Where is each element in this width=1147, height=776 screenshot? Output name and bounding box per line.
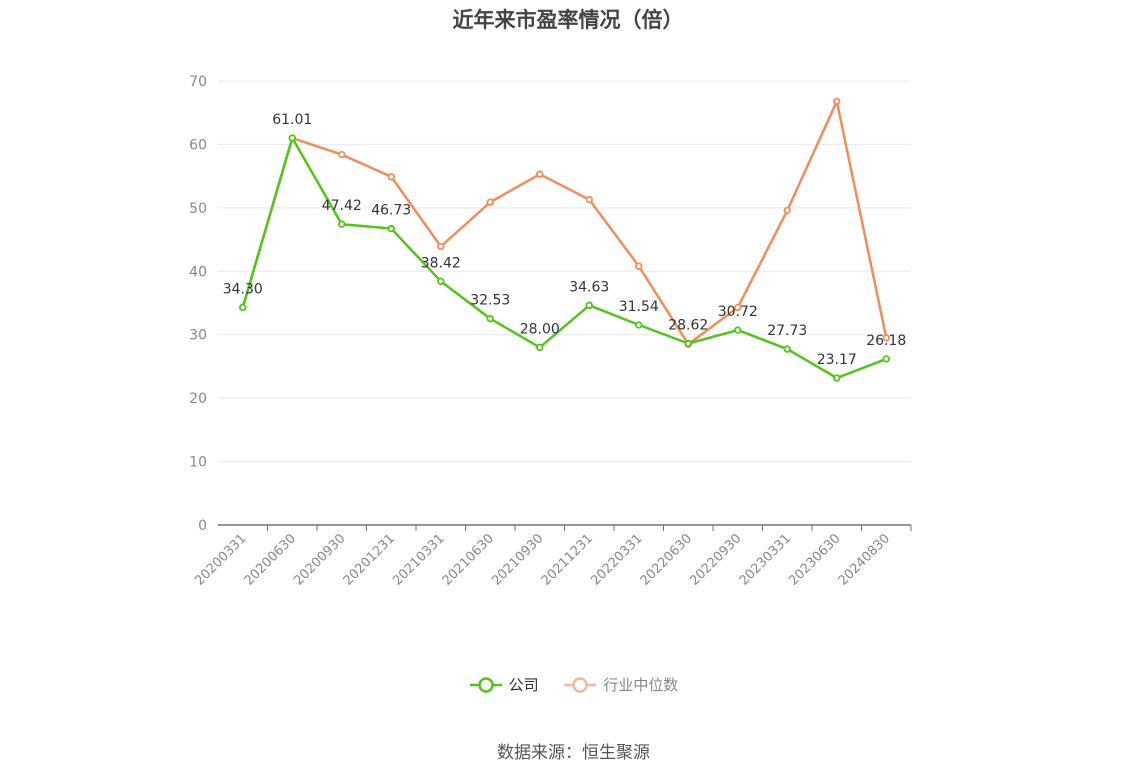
data-label: 23.17	[817, 352, 857, 368]
legend: 公司 行业中位数	[0, 674, 1147, 698]
y-tick-label: 20	[189, 391, 207, 407]
company-point	[635, 321, 643, 329]
x-tick-label: 20210331	[390, 531, 447, 588]
company-point	[437, 277, 445, 286]
y-tick-label: 50	[189, 201, 207, 217]
y-tick-label: 10	[189, 455, 207, 471]
company-point	[833, 374, 841, 382]
legend-industry-marker-icon	[564, 676, 597, 693]
data-label: 34.30	[223, 281, 263, 297]
industry-point	[338, 150, 346, 159]
y-tick-label: 60	[189, 137, 207, 153]
industry-point	[882, 334, 890, 342]
industry-point	[387, 173, 395, 181]
industry-point	[486, 198, 494, 206]
company-point	[288, 134, 296, 142]
data-label: 26.18	[866, 333, 906, 349]
y-tick-label: 40	[189, 264, 207, 280]
line-chart: 0102030405060702020033120200630202009302…	[189, 74, 912, 589]
data-label: 27.73	[767, 323, 807, 339]
company-point	[338, 220, 346, 228]
chart-title: 近年来市盈率情况（倍）	[452, 8, 684, 32]
x-tick-label: 20220930	[687, 531, 744, 588]
y-tick-label: 0	[198, 518, 207, 534]
x-tick-label: 20220630	[638, 531, 695, 588]
legend-item-company[interactable]: 公司	[469, 674, 539, 695]
data-label: 61.01	[272, 112, 312, 128]
x-tick-label: 20230331	[737, 531, 794, 588]
x-tick-label: 20240830	[836, 531, 893, 588]
x-tick-label: 20210630	[440, 531, 497, 588]
industry-point	[585, 195, 593, 204]
industry-point	[734, 303, 742, 312]
industry-point	[783, 206, 791, 215]
data-label: 28.62	[668, 317, 708, 333]
data-label: 31.54	[619, 299, 659, 315]
y-tick-label: 70	[189, 74, 207, 90]
industry-point	[833, 97, 841, 105]
data-label: 34.63	[569, 279, 609, 295]
y-tick-label: 30	[189, 328, 207, 344]
industry-line	[241, 100, 888, 346]
company-point	[239, 303, 247, 312]
data-label: 28.00	[520, 321, 560, 337]
x-tick-label: 20210930	[489, 531, 546, 588]
company-point	[585, 301, 593, 310]
industry-point	[437, 242, 445, 251]
company-point	[882, 355, 890, 363]
company-point	[684, 339, 692, 348]
company-point	[783, 345, 791, 353]
x-tick-label: 20201231	[341, 531, 398, 588]
x-tick-label: 20220331	[588, 531, 645, 588]
company-point	[536, 343, 544, 352]
data-label: 30.72	[718, 304, 758, 320]
x-tick-label: 20200930	[291, 531, 348, 588]
data-label: 38.42	[421, 255, 461, 271]
industry-point	[635, 262, 643, 270]
company-line	[241, 136, 887, 380]
source-note: 数据来源：恒生聚源	[497, 743, 650, 763]
data-label: 46.73	[371, 203, 411, 219]
legend-item-industry[interactable]: 行业中位数	[563, 674, 678, 695]
company-point	[486, 314, 494, 323]
x-tick-label: 20200630	[242, 531, 299, 588]
data-label: 32.53	[470, 293, 510, 309]
company-point	[734, 326, 742, 334]
legend-industry-label: 行业中位数	[603, 676, 679, 694]
company-point	[387, 224, 395, 233]
x-tick-label: 20230630	[786, 531, 843, 588]
x-tick-label: 20211231	[539, 531, 596, 588]
legend-company-marker-icon	[469, 676, 502, 693]
data-label: 47.42	[322, 198, 362, 214]
x-tick-label: 20200331	[192, 531, 249, 588]
legend-company-label: 公司	[508, 676, 539, 694]
industry-point	[536, 170, 544, 178]
